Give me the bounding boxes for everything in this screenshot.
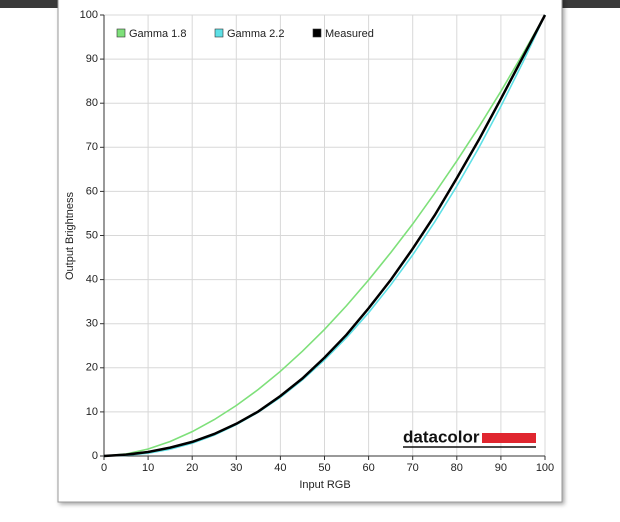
x-tick-label: 0 xyxy=(101,462,107,474)
y-tick-label: 70 xyxy=(86,141,98,153)
y-tick-label: 90 xyxy=(86,53,98,65)
legend-label: Gamma 2.2 xyxy=(227,28,284,40)
legend-label: Gamma 1.8 xyxy=(129,28,186,40)
y-tick-label: 80 xyxy=(86,97,98,109)
x-tick-label: 100 xyxy=(536,462,554,474)
x-tick-label: 50 xyxy=(318,462,330,474)
y-tick-label: 60 xyxy=(86,185,98,197)
y-tick-label: 20 xyxy=(86,362,98,374)
series-line xyxy=(103,14,547,458)
y-tick-label: 50 xyxy=(86,229,98,241)
watermark-bar xyxy=(482,433,536,443)
y-tick-label: 100 xyxy=(80,9,98,21)
y-tick-label: 0 xyxy=(92,450,98,462)
x-tick-label: 60 xyxy=(362,462,374,474)
series-line xyxy=(103,14,546,457)
y-tick-label: 40 xyxy=(86,274,98,286)
series-line xyxy=(103,14,546,457)
x-tick-label: 10 xyxy=(142,462,154,474)
x-tick-label: 20 xyxy=(186,462,198,474)
legend-swatch xyxy=(312,28,322,38)
watermark: datacolor xyxy=(403,427,480,446)
legend-label: Measured xyxy=(325,28,374,40)
y-tick-label: 10 xyxy=(86,406,98,418)
x-tick-label: 80 xyxy=(451,462,463,474)
x-tick-label: 40 xyxy=(274,462,286,474)
x-tick-label: 90 xyxy=(495,462,507,474)
x-tick-label: 30 xyxy=(230,462,242,474)
y-axis-label: Output Brightness xyxy=(64,191,76,280)
legend-swatch xyxy=(214,28,224,38)
x-tick-label: 70 xyxy=(407,462,419,474)
legend-swatch xyxy=(116,28,126,38)
y-tick-label: 30 xyxy=(86,318,98,330)
x-axis-label: Input RGB xyxy=(299,479,350,491)
